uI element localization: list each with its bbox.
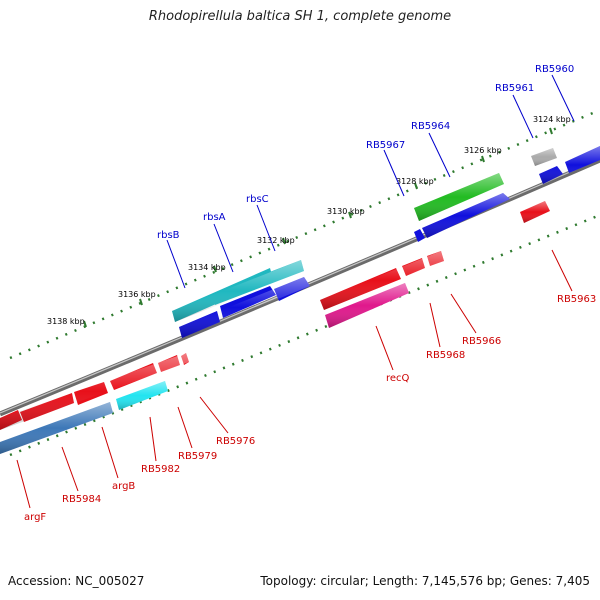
gene-label-RB5961: RB5961 (495, 83, 534, 94)
gene-label-RB5967: RB5967 (366, 140, 405, 151)
gene-label-argF: argF (24, 512, 46, 523)
gene-label-RB5960: RB5960 (535, 64, 574, 75)
gene-label-RB5964: RB5964 (411, 121, 450, 132)
gene-label-recQ: recQ (386, 373, 410, 384)
tick-label-3134: 3134 kbp (188, 263, 226, 272)
tick-label-3126: 3126 kbp (464, 146, 502, 155)
lower-tick-track (9, 213, 600, 457)
gene-label-RB5976: RB5976 (216, 436, 255, 447)
gene-label-rbsC: rbsC (246, 194, 269, 205)
upper-tick-track (9, 108, 600, 360)
gene-label-rbsB: rbsB (157, 230, 180, 241)
gene-label-rbsA: rbsA (203, 212, 226, 223)
bottom-leader-lines (16, 249, 573, 509)
reverse-features (0, 201, 550, 454)
tick-label-3128: 3128 kbp (396, 177, 434, 186)
tick-label-3136: 3136 kbp (118, 290, 156, 299)
tick-label-3132: 3132 kbp (257, 236, 295, 245)
tick-label-3138: 3138 kbp (47, 317, 85, 326)
upper-major-ticks (83, 127, 553, 328)
gene-label-argB: argB (112, 481, 135, 492)
feature-RB5967-arrow[interactable] (414, 229, 425, 242)
gene-label-RB5979: RB5979 (178, 451, 217, 462)
forward-features (172, 146, 600, 338)
genome-summary-text: Topology: circular; Length: 7,145,576 bp… (260, 574, 590, 588)
tick-label-3124: 3124 kbp (533, 115, 571, 124)
accession-text: Accession: NC_005027 (8, 574, 145, 588)
gene-label-RB5968: RB5968 (426, 350, 465, 361)
map-title: Rhodopirellula baltica SH 1, complete ge… (148, 9, 452, 24)
gene-label-RB5963: RB5963 (557, 294, 596, 305)
gene-label-RB5984: RB5984 (62, 494, 101, 505)
gene-label-RB5966: RB5966 (462, 336, 501, 347)
top-leader-lines (166, 74, 575, 289)
gene-label-RB5982: RB5982 (141, 464, 180, 475)
tick-label-3130: 3130 kbp (327, 207, 365, 216)
